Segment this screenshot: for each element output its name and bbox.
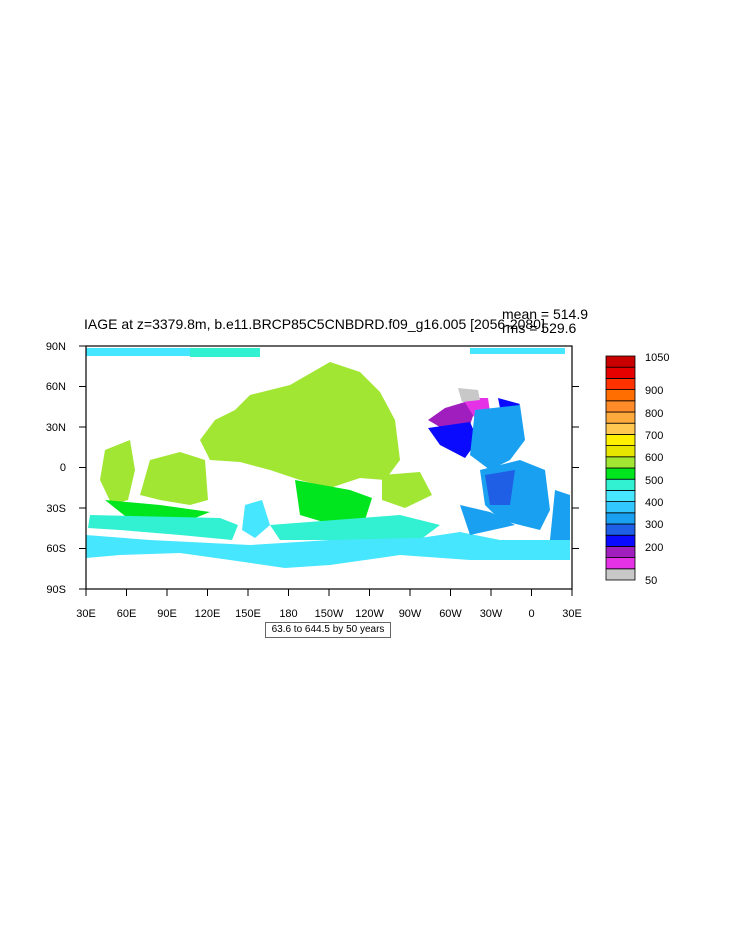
- y-tick-label: 60N: [46, 381, 66, 393]
- colorbar-label: 700: [645, 430, 663, 442]
- rms-label: rms = 529.6: [502, 320, 577, 336]
- colorbar-swatch: [605, 422, 636, 435]
- plot-title: IAGE at z=3379.8m, b.e11.BRCP85C5CNBDRD.…: [84, 316, 545, 332]
- colorbar-swatch: [605, 534, 636, 547]
- se-pacific: [382, 472, 432, 508]
- x-tick-label: 180: [279, 608, 297, 620]
- x-tick-label: 30E: [76, 608, 96, 620]
- x-tick-label: 60W: [439, 608, 462, 620]
- y-tick-label: 30S: [46, 503, 66, 515]
- arctic-region-mid: [190, 348, 260, 357]
- contour-info-label: 63.6 to 644.5 by 50 years: [265, 622, 391, 638]
- colorbar-swatch: [605, 523, 636, 536]
- colorbar-swatch: [605, 546, 636, 559]
- colorbar-label: 300: [645, 519, 663, 531]
- north-pacific: [200, 362, 400, 488]
- x-tick-label: 0: [528, 608, 534, 620]
- x-tick-label: 30W: [480, 608, 503, 620]
- southern-ocean: [86, 532, 570, 568]
- colorbar-swatch: [605, 366, 636, 379]
- colorbar-swatch: [605, 389, 636, 402]
- north-atlantic-blue: [428, 422, 478, 458]
- x-axis: 30E 60E 90E 120E 150E 180 150W 120W 90W …: [76, 589, 582, 620]
- colorbar-swatch: [605, 456, 636, 469]
- ocean-field: [86, 348, 570, 568]
- colorbar-label: 500: [645, 475, 663, 487]
- colorbar-swatch: [605, 568, 636, 581]
- green-band-pacific: [295, 480, 372, 524]
- colorbar-swatch: [605, 512, 636, 525]
- colorbar-label: 900: [645, 385, 663, 397]
- atlantic-midblue: [470, 405, 525, 470]
- colorbar-swatch: [605, 400, 636, 413]
- greenland-gray: [458, 388, 480, 402]
- colorbar: 1050 900 800 700 600 500 400 300 200 50: [605, 352, 669, 587]
- indian-west: [100, 440, 135, 505]
- x-tick-label: 150W: [315, 608, 344, 620]
- x-tick-label: 120E: [195, 608, 221, 620]
- colorbar-label: 50: [645, 575, 657, 587]
- colorbar-label: 800: [645, 408, 663, 420]
- colorbar-swatch: [605, 489, 636, 502]
- south-atlantic-west: [460, 505, 515, 535]
- indian-sw: [550, 490, 570, 540]
- mean-label: mean = 514.9: [502, 306, 589, 322]
- arctic-region-right: [470, 348, 565, 354]
- colorbar-swatch: [605, 377, 636, 390]
- colorbar-swatch: [605, 467, 636, 480]
- x-tick-label: 120W: [355, 608, 384, 620]
- western-pacific-patch: [242, 500, 270, 538]
- x-tick-label: 30E: [562, 608, 582, 620]
- colorbar-swatch: [605, 445, 636, 458]
- y-tick-label: 90S: [46, 584, 66, 596]
- colorbar-label: 200: [645, 542, 663, 554]
- aqua-band-indian: [88, 515, 238, 540]
- colorbar-swatch: [605, 411, 636, 424]
- colorbar-swatch: [605, 557, 636, 570]
- colorbar-label: 1050: [645, 352, 669, 364]
- y-tick-label: 0: [60, 462, 66, 474]
- colorbar-swatch: [605, 355, 636, 368]
- y-tick-label: 90N: [46, 341, 66, 353]
- aqua-band-pacific: [270, 515, 440, 540]
- south-atlantic-deep: [485, 470, 515, 505]
- x-tick-label: 150E: [235, 608, 261, 620]
- colorbar-swatch: [605, 478, 636, 491]
- colorbar-swatch: [605, 433, 636, 446]
- x-tick-label: 60E: [117, 608, 137, 620]
- x-tick-label: 90W: [399, 608, 422, 620]
- colorbar-label: 600: [645, 452, 663, 464]
- colorbar-label: 400: [645, 497, 663, 509]
- x-tick-label: 90E: [157, 608, 177, 620]
- y-tick-label: 60S: [46, 543, 66, 555]
- indian-center: [140, 452, 208, 505]
- colorbar-swatch: [605, 501, 636, 514]
- y-tick-label: 30N: [46, 422, 66, 434]
- y-axis: 90N 60N 30N 0 30S 60S 90S: [46, 341, 579, 596]
- green-band-indian: [105, 500, 210, 520]
